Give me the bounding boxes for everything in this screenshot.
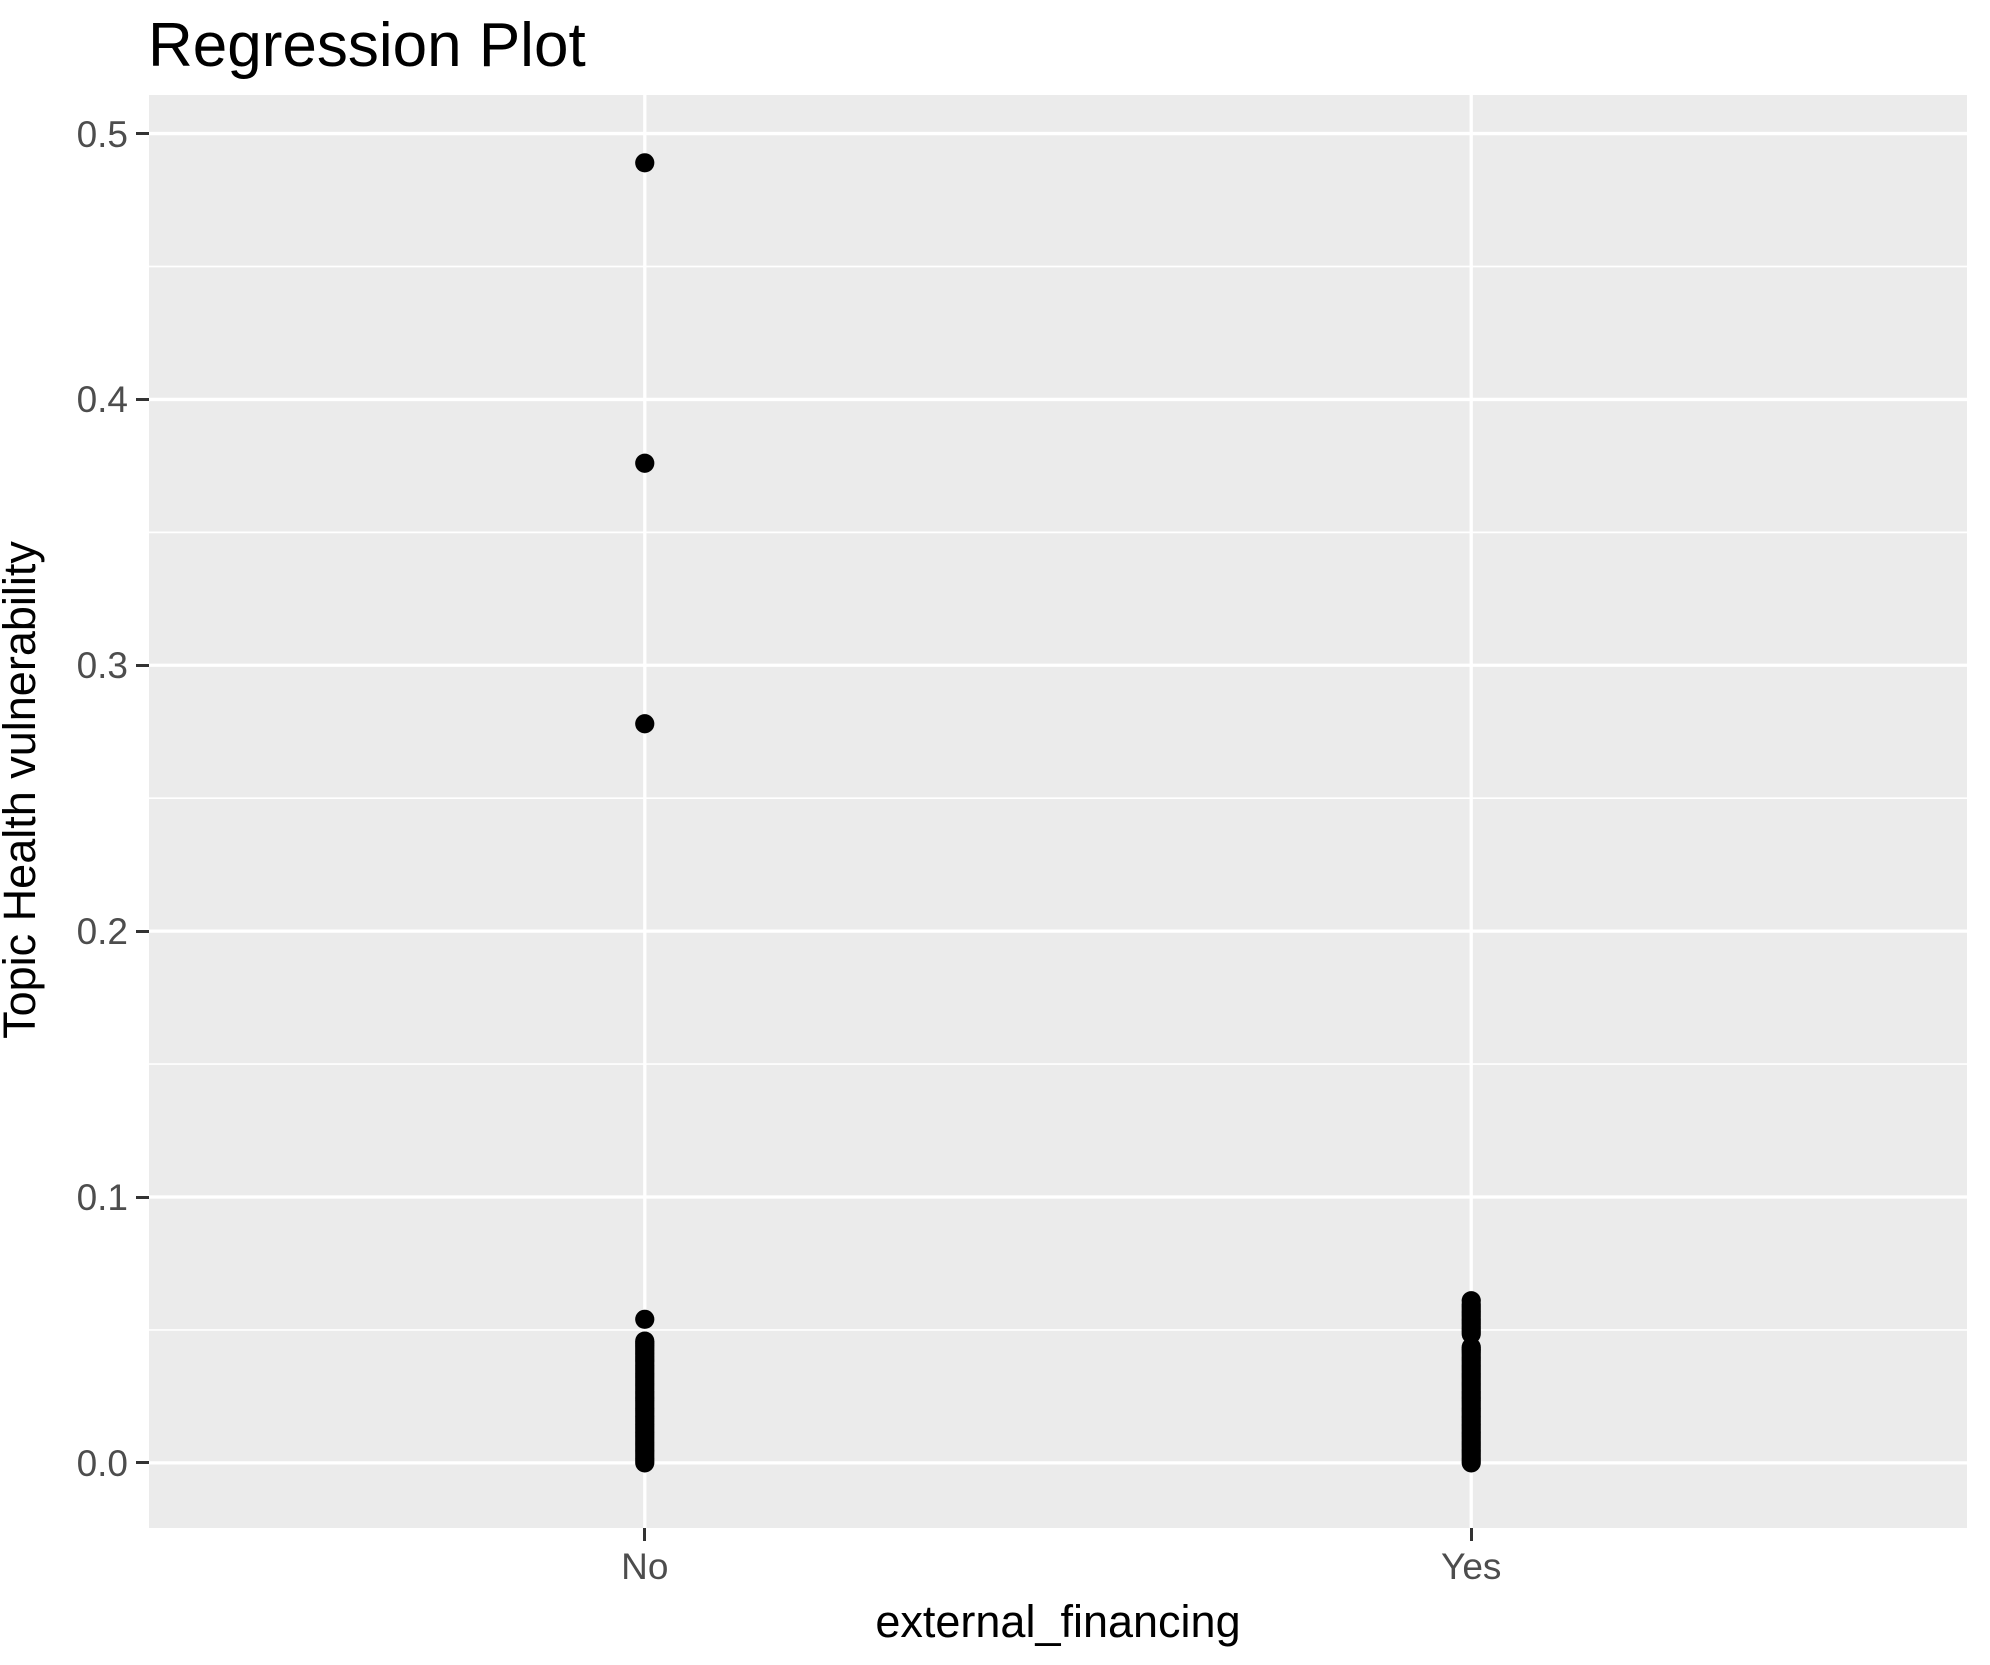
y-tick-label: 0.4	[76, 379, 128, 421]
data-point	[1461, 1453, 1481, 1473]
y-tick-mark	[136, 663, 149, 667]
y-tick-label: 0.5	[76, 113, 128, 155]
data-point	[635, 714, 655, 734]
y-tick-mark	[136, 132, 149, 136]
y-axis-title-text: Topic Health vulnerability	[0, 541, 45, 1039]
plot-panel	[149, 95, 1967, 1528]
data-point	[635, 453, 655, 473]
x-tick-label: No	[621, 1546, 669, 1587]
x-tick-mark	[643, 1528, 647, 1541]
data-point	[635, 1453, 655, 1473]
y-tick-label: 0.1	[76, 1177, 128, 1218]
data-point	[635, 1309, 655, 1329]
y-tick-mark	[136, 397, 149, 401]
y-tick-label: 0.2	[76, 911, 128, 953]
y-tick-mark	[136, 1195, 149, 1199]
x-axis-title: external_financing	[875, 1596, 1241, 1647]
y-tick-label: 0.0	[76, 1442, 128, 1484]
x-tick-mark	[1469, 1528, 1473, 1541]
data-point	[635, 153, 655, 173]
y-tick-mark	[136, 1461, 149, 1465]
x-tick-label: Yes	[1441, 1546, 1502, 1587]
plot-title: Regression Plot	[148, 11, 586, 80]
y-tick-label: 0.3	[76, 645, 128, 687]
y-tick-mark	[136, 929, 149, 933]
data-point	[1461, 1324, 1481, 1344]
